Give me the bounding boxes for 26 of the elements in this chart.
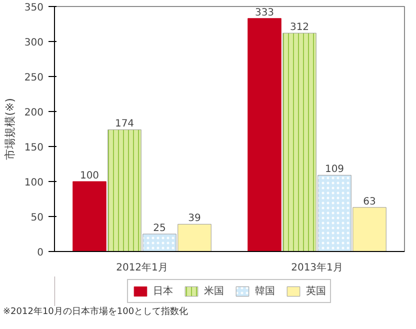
y-tick-label: 250 <box>24 72 44 84</box>
y-tick-label: 300 <box>24 38 44 48</box>
bar <box>248 18 282 252</box>
x-tick-label: 2013年1月 <box>291 262 343 274</box>
data-label: 333 <box>254 7 274 18</box>
data-label: 312 <box>290 22 310 34</box>
legend-label: 韓国 <box>255 284 275 298</box>
y-tick-label: 0 <box>37 248 44 258</box>
y-tick-label: 200 <box>24 108 44 118</box>
data-label: 39 <box>188 213 201 224</box>
text: ※2012年10月の日本市場を100として指数化 <box>3 306 188 319</box>
y-tick-label: 150 <box>24 142 44 154</box>
data-label: 174 <box>114 118 134 130</box>
bar <box>72 181 106 252</box>
data-label: 25 <box>153 223 166 234</box>
y-axis-title: 市場規模(※) <box>3 98 16 160</box>
data-label: 109 <box>324 164 344 176</box>
x-tick-label: 2012年1月 <box>116 262 168 274</box>
legend-label: 日本 <box>153 284 173 298</box>
data-label: 63 <box>363 196 376 208</box>
legend-label: 英国 <box>306 284 326 298</box>
legend-label: 米国 <box>204 284 224 298</box>
data-label: 100 <box>80 170 100 182</box>
y-tick-label: 100 <box>24 178 44 188</box>
y-tick-label: 350 <box>24 2 44 14</box>
y-tick-label: 50 <box>30 212 44 224</box>
